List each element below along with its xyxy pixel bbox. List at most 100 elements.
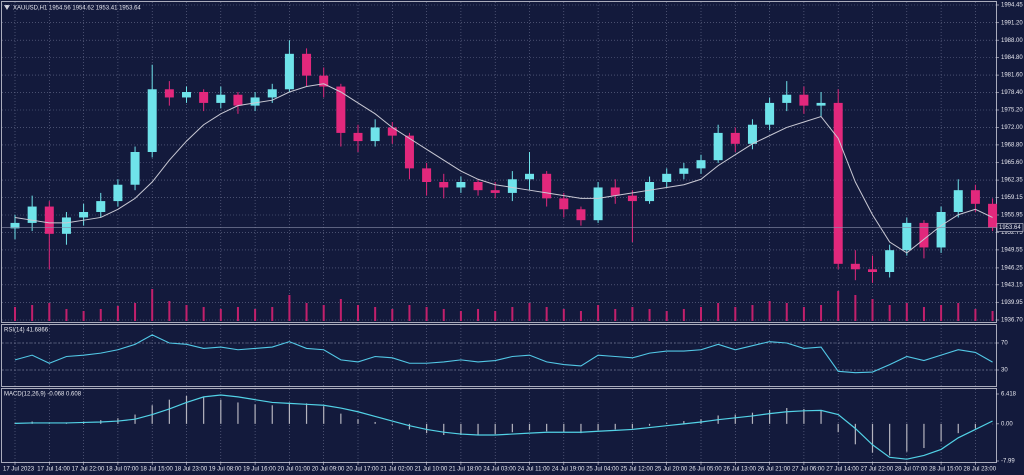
y-tick-label: 1943.15	[1001, 282, 1023, 288]
x-tick-label: 20 Jul 17:00	[346, 467, 379, 473]
volume-bar	[648, 309, 651, 321]
x-tick-label: 26 Jul 05:00	[689, 467, 722, 473]
candle-body	[284, 53, 294, 90]
x-tick-label: 21 Jul 18:00	[449, 467, 482, 473]
x-tick-label: 18 Jul 07:00	[106, 467, 139, 473]
candle-body	[473, 182, 483, 191]
y-tick-label: 1949.55	[1001, 247, 1023, 253]
y-tick-label: 6.418	[1001, 392, 1017, 398]
chart-title: XAUUSD,H1 1954.56 1954.62 1953.41 1953.6…	[13, 6, 141, 12]
candle-body	[782, 94, 792, 103]
y-tick-label: 1946.25	[1001, 265, 1023, 271]
candle-body	[96, 201, 106, 212]
candle-body	[902, 222, 912, 251]
candle-body	[27, 206, 37, 223]
y-tick-label: 1955.95	[1001, 213, 1023, 219]
candle-body	[490, 190, 500, 193]
volume-bar	[665, 311, 668, 321]
volume-bar	[185, 305, 188, 321]
candle-body	[147, 89, 157, 152]
x-tick-label: 25 Jul 04:00	[586, 467, 619, 473]
y-tick-label: 1952.75	[1001, 230, 1023, 236]
volume-bar	[974, 309, 977, 321]
rsi-title: RSI(14) 41.6866	[4, 328, 49, 334]
y-tick-label: 1939.95	[1001, 300, 1023, 306]
macd-bar	[820, 409, 822, 424]
candle-body	[216, 94, 226, 103]
y-tick-label: 0.00	[1001, 421, 1013, 427]
volume-bar	[459, 311, 462, 321]
candle-body	[507, 179, 517, 193]
volume-bar	[940, 305, 943, 321]
macd-bar	[597, 423, 599, 431]
candle-body	[936, 212, 946, 248]
macd-bar	[477, 423, 479, 436]
main-panel-frame	[1, 1, 997, 323]
volume-bar	[442, 309, 445, 321]
y-tick-label: 1975.20	[1001, 108, 1023, 114]
volume-bar	[168, 301, 171, 321]
macd-bar	[374, 421, 376, 424]
x-tick-label: 18 Jul 23:00	[175, 467, 208, 473]
volume-bar	[236, 307, 239, 321]
x-tick-label: 28 Jul 23:00	[963, 467, 996, 473]
candle-body	[233, 94, 243, 106]
candle-body	[953, 190, 963, 212]
volume-bar	[14, 307, 16, 321]
volume-bar	[734, 307, 737, 321]
last-price-label: 1953.64	[999, 225, 1021, 231]
macd-bar	[889, 423, 891, 456]
volume-bar	[134, 303, 137, 321]
macd-bar	[443, 423, 445, 436]
y-tick-label: 30	[1001, 368, 1008, 374]
macd-bar	[271, 405, 273, 424]
x-tick-label: 17 Jul 22:00	[72, 467, 105, 473]
macd-bar	[734, 414, 736, 424]
candle-body	[645, 182, 655, 202]
x-tick-label: 21 Jul 02:00	[380, 467, 413, 473]
volume-bar	[802, 307, 805, 321]
x-tick-label: 24 Jul 03:00	[483, 467, 516, 473]
volume-bar	[477, 309, 480, 321]
macd-bar	[837, 423, 839, 433]
candle-body	[113, 184, 123, 202]
macd-bar	[288, 402, 290, 424]
volume-bar	[820, 305, 823, 321]
x-tick-label: 24 Jul 11:00	[518, 467, 551, 473]
macd-bar	[854, 423, 856, 445]
macd-bar	[323, 406, 325, 424]
x-tick-label: 28 Jul 15:00	[929, 467, 962, 473]
symbol-icon	[4, 5, 10, 10]
x-tick-label: 21 Jul 10:00	[415, 467, 448, 473]
macd-bar	[203, 396, 205, 424]
candle-body	[919, 222, 929, 248]
candle-body	[387, 127, 397, 136]
candle-body	[747, 124, 757, 144]
volume-bar	[48, 303, 51, 321]
x-tick-label: 24 Jul 19:00	[552, 467, 585, 473]
candle-body	[559, 198, 569, 210]
y-tick-label: 1984.80	[1001, 55, 1023, 61]
macd-bar	[511, 423, 513, 433]
candle-body	[542, 173, 552, 199]
x-tick-label: 19 Jul 16:00	[243, 467, 276, 473]
candle-body	[302, 53, 312, 76]
volume-bar	[288, 295, 291, 321]
macd-bar	[631, 423, 633, 429]
volume-bar	[374, 307, 377, 321]
candle-body	[422, 168, 432, 182]
macd-bar	[426, 423, 428, 434]
macd-bar	[940, 423, 942, 442]
candle-body	[662, 173, 672, 182]
volume-bar	[717, 303, 720, 321]
volume-bar	[391, 309, 394, 321]
candle-body	[404, 135, 414, 169]
candle-body	[610, 187, 620, 196]
macd-bar	[786, 408, 788, 424]
candle-body	[885, 250, 895, 272]
macd-bar	[957, 423, 959, 434]
volume-bar	[871, 299, 874, 321]
macd-bar	[871, 423, 874, 453]
